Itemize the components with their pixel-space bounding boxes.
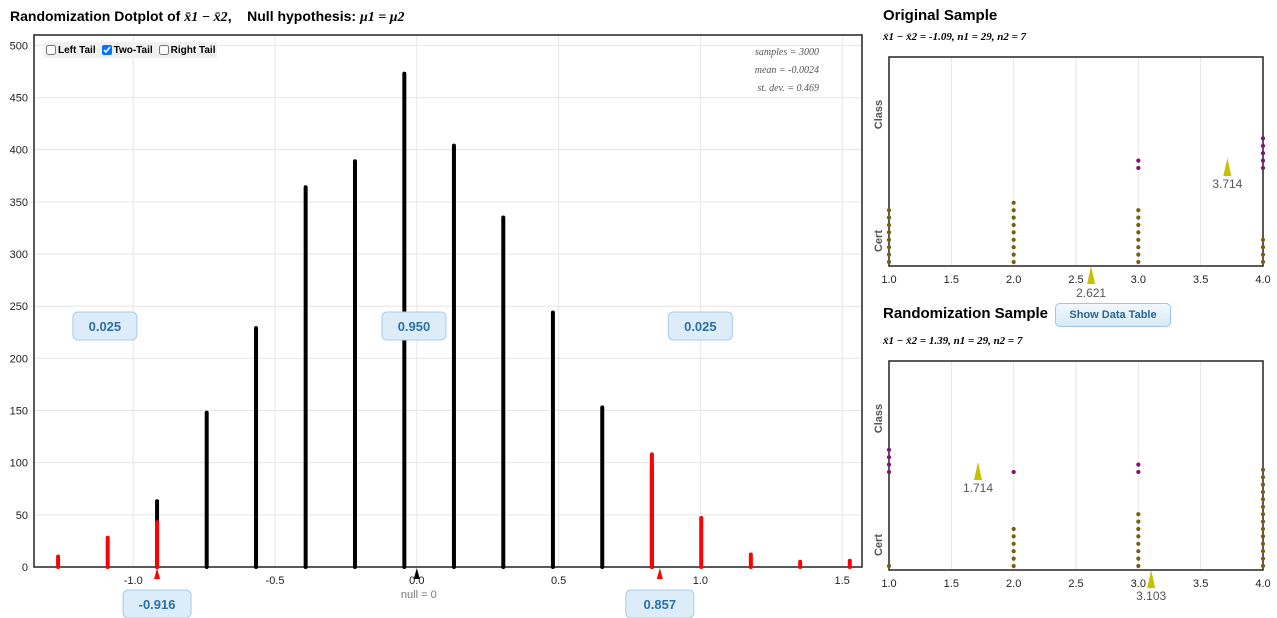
x-tick-label: -1.0 [124, 575, 143, 587]
y-tick-label: 50 [16, 510, 28, 522]
title-null-hypothesis: μ1 = μ2 [359, 10, 405, 25]
cutoff-value: -0.916 [139, 597, 176, 612]
x-tick-label: -0.5 [266, 575, 285, 587]
main-chart-title: Randomization Dotplot of x̄1 − x̄2, Null… [10, 8, 405, 26]
title-separator: , [227, 8, 232, 24]
y-tick-label: 0 [22, 562, 28, 574]
region-proportion: 0.025 [684, 319, 717, 334]
title-prefix: Randomization Dotplot of [10, 8, 181, 24]
two-tail-label: Two-Tail [113, 44, 153, 56]
region-proportion: 0.950 [398, 319, 431, 334]
y-tick-label: 200 [10, 353, 28, 365]
y-tick-label: 150 [10, 406, 28, 418]
y-tick-label: 300 [10, 249, 28, 261]
cutoff-marker [656, 568, 663, 579]
two-tail-option[interactable]: Two-Tail [101, 44, 153, 56]
x-tick-label: 1.5 [835, 575, 850, 587]
region-box [72, 311, 138, 341]
y-tick-label: 450 [10, 93, 28, 105]
summary-statistics: samples = 3000 mean = -0.0024 st. dev. =… [740, 44, 819, 98]
show-data-table-button[interactable]: Show Data Table [1055, 303, 1171, 327]
left-tail-label: Left Tail [58, 44, 96, 56]
y-tick-label: 100 [10, 458, 28, 470]
tail-options: Left Tail Two-Tail Right Tail [44, 42, 218, 58]
x-tick-label: 0.0 [409, 575, 424, 587]
title-null-label: Null hypothesis: [247, 8, 357, 24]
right-tail-option[interactable]: Right Tail [158, 44, 216, 56]
cutoff-box [122, 589, 192, 618]
y-tick-label: 350 [10, 197, 28, 209]
y-tick-label: 500 [10, 40, 28, 52]
x-tick-label: 1.0 [693, 575, 708, 587]
samples-count: samples = 3000 [755, 47, 819, 58]
cutoff-value: 0.857 [644, 597, 677, 612]
original-sample-stats: x̄1 − x̄2 = -1.09, n1 = 29, n2 = 7 [883, 31, 1027, 43]
sample-sd: st. dev. = 0.469 [757, 83, 819, 94]
two-tail-checkbox[interactable] [101, 45, 112, 55]
null-label: null = 0 [401, 589, 437, 601]
original-sample-title: Original Sample [883, 7, 998, 24]
left-tail-option[interactable]: Left Tail [46, 45, 96, 56]
y-tick-label: 250 [10, 301, 28, 313]
plot-area [34, 35, 862, 567]
cutoff-marker [154, 568, 161, 579]
right-tail-checkbox[interactable] [158, 45, 169, 55]
null-marker [413, 568, 420, 579]
y-tick-label: 400 [10, 145, 28, 157]
x-tick-label: 0.5 [551, 575, 566, 587]
region-proportion: 0.025 [89, 319, 122, 334]
sample-mean: mean = -0.0024 [754, 65, 819, 76]
randomization-sample-title: Randomization Sample [883, 305, 1049, 322]
title-stat: x̄1 − x̄2 [184, 10, 228, 25]
right-tail-label: Right Tail [170, 44, 216, 56]
left-tail-checkbox[interactable] [46, 45, 56, 55]
region-box [667, 311, 733, 341]
cutoff-box [625, 589, 695, 618]
plot-frame [33, 34, 863, 568]
region-box [381, 311, 447, 341]
randomization-sample-stats: x̄1 − x̄2 = 1.39, n1 = 29, n2 = 7 [883, 335, 1023, 347]
